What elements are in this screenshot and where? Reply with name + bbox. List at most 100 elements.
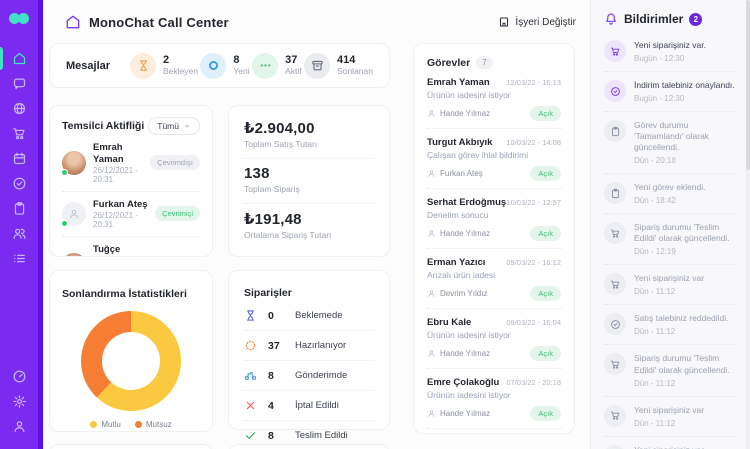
- page-header: MonoChat Call Center İşyeri Değiştir: [65, 11, 576, 33]
- mini-user-icon: [428, 410, 435, 417]
- calendar-icon: [13, 152, 25, 165]
- cart-icon: [604, 40, 626, 62]
- sidebar-item-performance[interactable]: [0, 364, 38, 389]
- clipboard-icon: [14, 201, 24, 215]
- status-badge: Çevrimdışı: [150, 155, 200, 171]
- sidebar-footer-nav: [0, 364, 38, 439]
- avatar: [61, 150, 86, 176]
- gauge-icon: [13, 370, 25, 383]
- total-sales: ₺2.904,00 Toplam Satış Tutarı: [244, 119, 374, 159]
- scrollbar-thumb[interactable]: [746, 0, 750, 170]
- cart-icon: [604, 404, 626, 427]
- hourglass-icon: [130, 52, 156, 79]
- sidebar-accent-strip: [38, 0, 43, 449]
- closing-stats-title: Sonlandırma İstatistikleri: [62, 288, 187, 300]
- notification-item[interactable]: Sipariş durumu 'Teslim Edildi' olarak gü…: [604, 214, 738, 266]
- notifications-title: Bildirimler: [624, 12, 684, 26]
- scrollbar[interactable]: [746, 0, 750, 449]
- legend-unhappy: Mutsuz: [134, 420, 172, 429]
- task-status-badge: Açık: [530, 166, 561, 181]
- cart-icon: [604, 273, 626, 296]
- assignee: Hande Yılmaz: [427, 229, 490, 238]
- sidebar-item-team[interactable]: [0, 221, 38, 246]
- orders-card: Siparişler 0 Beklemede 37 Hazırlanıyor 8 Gö…: [228, 270, 390, 442]
- sidebar-item-reports[interactable]: [0, 196, 38, 221]
- agent-filter-dropdown[interactable]: Tümü: [148, 117, 200, 135]
- order-status-row: 0 Beklemede: [244, 301, 374, 331]
- mini-user-icon: [428, 350, 435, 357]
- x-icon: [246, 401, 255, 410]
- stat-waiting: 2 Bekleyen: [130, 52, 198, 79]
- online-dot: [61, 168, 68, 176]
- partial-card: [49, 444, 213, 449]
- stat-closed: 414 Sonlanan: [304, 52, 373, 79]
- task-row[interactable]: Emrah Yaman 12/03/22 - 16:13 Ürünün iades…: [427, 69, 561, 129]
- badge-check-icon: [604, 80, 626, 103]
- sidebar-item-profile[interactable]: [0, 414, 38, 439]
- notification-item[interactable]: Yeni siparişiniz var. Bugün - 12:30: [604, 32, 738, 73]
- gear-icon: [12, 395, 26, 408]
- notification-item[interactable]: Yeni görev eklendi. Dün - 18:42: [604, 174, 738, 215]
- cart-icon: [12, 128, 24, 140]
- average-order: ₺191,48 Ortalama Sipariş Tutarı: [244, 211, 332, 240]
- online-dot: [61, 219, 68, 227]
- notifications-panel: Bildirimler 2 Yeni siparişiniz var. Bugün…: [590, 0, 750, 449]
- sidebar-item-lists[interactable]: [0, 246, 38, 271]
- order-status-row: 4 İptal Edildi: [244, 391, 374, 421]
- page-title: MonoChat Call Center: [89, 14, 229, 30]
- task-row[interactable]: Orkun Özcan06/03/22 - 12:35 Ürünün iades…: [427, 429, 561, 433]
- notification-item[interactable]: Görev durumu 'Tamamlandı' olarak güncell…: [604, 112, 738, 175]
- order-status-row: 8 Gönderimde: [244, 361, 374, 391]
- sidebar-item-orders[interactable]: [0, 121, 38, 146]
- avatar: [62, 252, 86, 256]
- monochat-logo-icon: [9, 13, 31, 24]
- task-row[interactable]: Emre Çolakoğlu 07/03/22 - 20:18 Ürünün ia…: [427, 369, 561, 429]
- users-icon: [13, 228, 25, 239]
- clipboard-icon: [604, 182, 626, 205]
- tasks-count-badge: 7: [476, 56, 493, 69]
- mini-user-icon: [428, 170, 435, 177]
- task-row[interactable]: Ebru Kale 09/03/22 - 16:04 Ürünün iadesin…: [427, 309, 561, 369]
- check-icon: [245, 432, 256, 440]
- clipboard-icon: [604, 120, 626, 143]
- notification-item[interactable]: İndirim talebiniz onaylandı. Bugün - 12:3…: [604, 72, 738, 113]
- assignee: Devrim Yıldız: [427, 289, 487, 298]
- orders-title: Siparişler: [244, 287, 292, 299]
- task-row[interactable]: Erman Yazıcı 09/03/22 - 16:12 Arızalı ürü…: [427, 249, 561, 309]
- order-status-row: 8 Teslim Edildi: [244, 421, 374, 449]
- mini-user-icon: [428, 290, 435, 297]
- task-row[interactable]: Serhat Erdoğmuş 10/03/22 - 12:57 Denetim …: [427, 189, 561, 249]
- user-icon: [70, 209, 78, 219]
- globe-icon: [13, 102, 25, 115]
- sidebar-item-home[interactable]: [0, 46, 38, 71]
- assignee: Hande Yılmaz: [427, 409, 490, 418]
- chart-legend: Mutlu Mutsuz: [62, 420, 200, 429]
- notification-item[interactable]: Satış talebiniz reddedildi. Dün - 11:12: [604, 305, 738, 346]
- task-row[interactable]: Turgut Akbıyık 10/03/22 - 14:08 Çalışan g…: [427, 129, 561, 189]
- donut-chart: [81, 311, 181, 411]
- agent-row[interactable]: Tuğçe Eryılmaz26/12/2021 - 20:31 Çevrimi…: [62, 237, 200, 256]
- sidebar-item-channels[interactable]: [0, 96, 38, 121]
- sidebar-item-calendar[interactable]: [0, 146, 38, 171]
- notification-item[interactable]: Sipariş durumu 'Teslim Edildi' olarak gü…: [604, 345, 738, 397]
- assignee: Hande Yılmaz: [427, 349, 490, 358]
- sidebar-item-settings[interactable]: [0, 389, 38, 414]
- closing-stats-card: Sonlandırma İstatistikleri Mutlu Mutsuz: [49, 270, 213, 432]
- badge-check-icon: [604, 313, 626, 336]
- change-workplace-button[interactable]: İşyeri Değiştir: [498, 16, 576, 28]
- sidebar-item-tasks[interactable]: [0, 171, 38, 196]
- tasks-title: Görevler: [427, 56, 471, 69]
- house-logo-icon: [66, 15, 80, 29]
- tasks-card: Görevler 7 Emrah Yaman 12/03/22 - 16:13 Ü…: [413, 43, 575, 434]
- agent-row[interactable]: Emrah Yaman 26/12/2021 - 20:31 Çevrimdışı: [61, 135, 200, 192]
- store-icon: [500, 17, 509, 27]
- agent-row[interactable]: Furkan Ateş 26/12/2021 - 20:31 Çevrimiçi: [61, 192, 200, 237]
- sidebar-item-chats[interactable]: [0, 71, 38, 96]
- task-status-badge: Açık: [530, 346, 561, 361]
- cart-icon: [604, 222, 626, 245]
- partial-card: [228, 444, 390, 449]
